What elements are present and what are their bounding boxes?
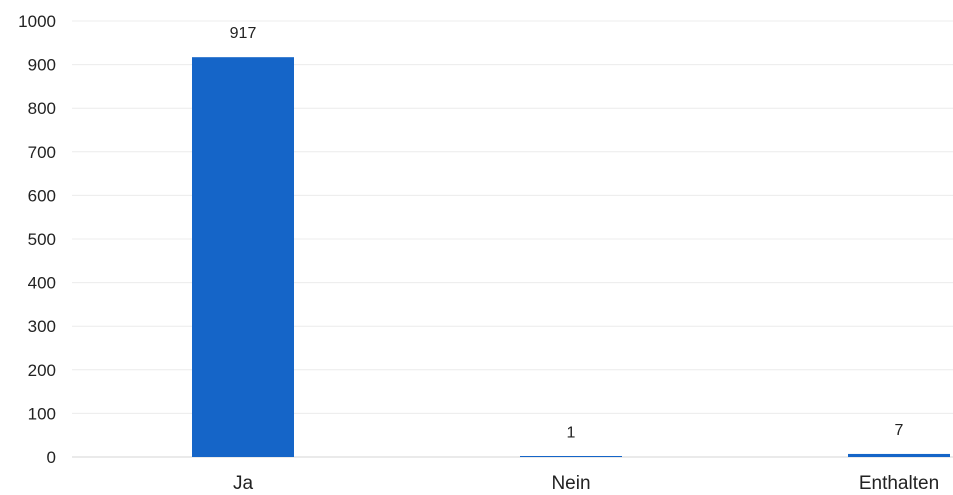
category-label-enthalten: Enthalten bbox=[859, 473, 939, 494]
y-axis-tick-labels: 0 100 200 300 400 500 600 700 800 900 1000 bbox=[18, 12, 56, 467]
bar-enthalten bbox=[848, 453, 950, 457]
y-tick-label-900: 900 bbox=[28, 56, 56, 75]
data-labels: 917 1 7 bbox=[230, 25, 904, 441]
data-label-nein: 1 bbox=[567, 425, 576, 442]
y-tick-label-600: 600 bbox=[28, 186, 56, 205]
y-tick-label-500: 500 bbox=[28, 230, 56, 249]
bar-nein bbox=[520, 456, 622, 457]
category-label-ja: Ja bbox=[233, 473, 254, 494]
y-tick-label-300: 300 bbox=[28, 317, 56, 336]
data-label-enthalten: 7 bbox=[895, 422, 904, 439]
bars bbox=[192, 57, 950, 458]
y-tick-label-400: 400 bbox=[28, 274, 56, 293]
y-tick-label-0: 0 bbox=[47, 448, 56, 467]
y-tick-label-100: 100 bbox=[28, 404, 56, 423]
bar-ja bbox=[192, 57, 294, 458]
y-tick-label-1000: 1000 bbox=[18, 12, 56, 31]
data-label-ja: 917 bbox=[230, 25, 257, 42]
category-label-nein: Nein bbox=[551, 473, 590, 494]
y-tick-label-200: 200 bbox=[28, 361, 56, 380]
y-tick-label-800: 800 bbox=[28, 99, 56, 118]
x-axis-category-labels: Ja Nein Enthalten bbox=[233, 473, 939, 494]
y-tick-label-700: 700 bbox=[28, 143, 56, 162]
